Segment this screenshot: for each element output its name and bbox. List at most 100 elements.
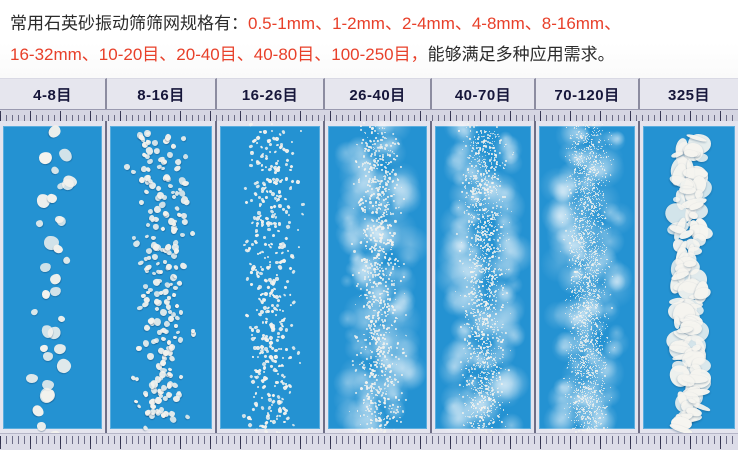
grain [136,404,143,410]
grain [274,252,278,256]
grain [285,415,290,421]
grain [571,291,573,293]
grain [256,355,260,359]
grain [595,265,597,268]
grain [592,290,594,292]
grain [51,243,64,255]
grain [122,162,131,171]
grain [495,313,497,315]
grain [183,198,192,207]
grain [250,378,256,385]
grain [394,327,397,330]
grain [498,184,501,187]
grain [42,351,54,362]
grain [254,403,259,409]
grain [260,405,265,411]
grain [475,182,477,184]
grain [490,217,493,220]
grain [132,239,141,248]
grain [486,133,489,136]
grain [467,205,470,208]
grain [252,395,256,399]
grain [484,352,487,356]
grain [288,220,293,224]
grain [371,211,374,214]
grain [60,177,75,191]
grain [263,242,268,247]
grain [268,151,272,155]
grain [290,151,295,156]
grain [160,384,168,392]
grain [250,242,254,247]
grain [487,152,490,155]
grain [383,131,386,133]
grain [259,218,262,222]
grain [248,163,253,168]
grain [491,421,494,424]
grain [489,150,492,152]
grain [163,329,170,336]
grain [499,236,501,239]
grain [129,374,136,381]
mesh-header-cell: 8-16目 [107,78,217,109]
grain [250,158,254,162]
grain [384,183,388,187]
grain [286,249,290,253]
grain [399,420,402,423]
powder-haze [390,327,422,359]
grain [282,309,285,312]
powder-haze [499,413,525,434]
grain [259,145,264,149]
grain [181,180,189,187]
grain [277,264,284,271]
grain [482,135,485,138]
grain [365,303,368,307]
grain [582,301,585,304]
grain [365,288,368,291]
grain [282,375,287,380]
caption-line-1: 常用石英砂振动筛筛网规格有：0.5-1mm、1-2mm、2-4mm、4-8mm、… [10,8,732,39]
grain [585,141,587,143]
grain [285,279,290,283]
grain [387,188,390,191]
grain [585,241,587,243]
powder-haze [382,264,418,300]
grain [481,131,483,134]
grain [379,334,382,336]
grain [273,150,278,155]
grain [597,140,600,143]
grain [584,298,586,299]
grain [189,229,197,237]
grain [571,264,573,266]
grain [166,151,173,159]
grain [399,165,402,168]
grain [300,202,305,207]
grain [363,122,366,125]
grain [594,303,597,306]
grain-layer [539,121,636,434]
grain [56,145,75,164]
sample-column [217,121,325,434]
grain [256,385,260,388]
grain [274,276,279,281]
grain [399,211,402,214]
powder-haze [350,148,382,180]
grain [263,292,269,297]
powder-haze [346,398,366,418]
grain [255,224,259,228]
grain [378,245,382,249]
grain [359,414,362,417]
mesh-header-row: 4-8目 8-16目 16-26目 26-40目 40-70目 70-120目 325目 [0,78,738,109]
grain [476,259,479,262]
grain [284,327,289,332]
grain [580,235,582,237]
grain [285,162,289,166]
grain [178,310,184,315]
grain-layer [110,126,212,434]
grain [372,291,374,294]
grain [177,336,184,344]
grain [168,342,177,351]
mesh-header-cell: 26-40目 [325,78,432,109]
grain [376,146,379,149]
grain [173,264,180,271]
